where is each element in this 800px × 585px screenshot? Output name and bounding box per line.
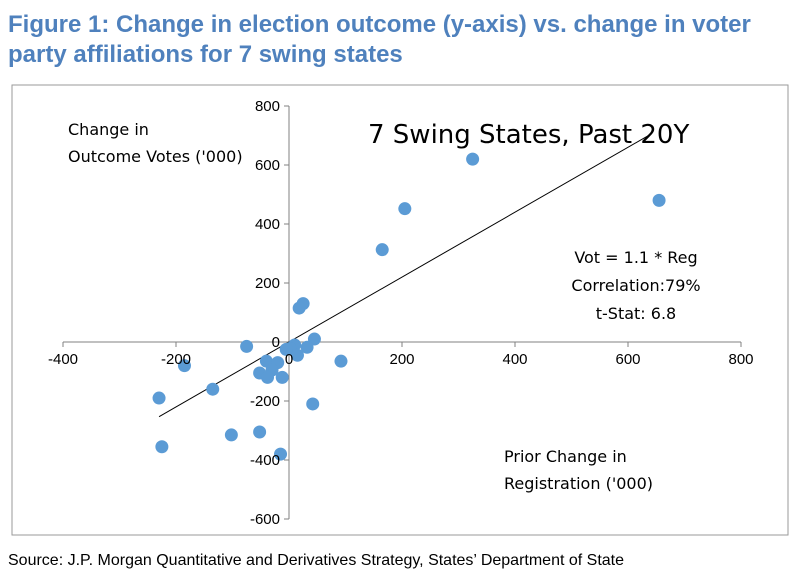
data-point [261,370,275,384]
x-tick-label: 600 [615,351,640,368]
trendline [158,133,651,418]
regression-equation: Vot = 1.1 * Reg [574,248,697,267]
y-tick-label: -400 [250,452,280,469]
y-tick-label: -600 [250,511,280,528]
y-tick-label: 0 [272,334,280,351]
data-point [652,193,666,207]
data-point [177,359,191,373]
x-axis-label-line2: Registration ('000) [504,474,653,493]
y-tick-label: 600 [255,157,280,174]
x-axis-label-line1: Prior Change in [504,447,627,466]
axes [62,105,742,520]
data-point [300,340,314,354]
data-point [155,440,169,454]
y-axis-label-line2: Outcome Votes ('000) [68,147,243,166]
data-point [274,447,288,461]
data-point [334,354,348,368]
data-point [152,391,166,405]
y-tick-label: 200 [255,275,280,292]
data-point [206,382,220,396]
x-tick-label: 200 [389,351,414,368]
data-point [275,370,289,384]
data-point [279,342,293,356]
x-tick-label: 800 [728,351,753,368]
figure-title: Figure 1: Change in election outcome (y-… [8,11,751,68]
x-tick-label: -200 [161,351,191,368]
x-tick-label: -400 [48,351,78,368]
chart-title: 7 Swing States, Past 20Y [368,120,689,150]
tick-labels: -400 -200 0 200 400 600 800 -600 -400 -200 200 400 6… [48,98,754,528]
data-point [306,397,320,411]
correlation-annotation: Correlation:79% [571,276,700,295]
data-points [152,152,666,461]
x-tick-label: 0 [285,351,293,368]
data-point [466,152,480,166]
y-tick-label: 800 [255,98,280,115]
data-point [240,339,254,353]
data-point [398,202,412,216]
x-tick-label: 400 [502,351,527,368]
data-point [292,301,306,315]
y-axis-label-line1: Change in [68,120,149,139]
plot-area-border [11,84,789,536]
data-point [375,243,389,257]
data-point [290,348,304,362]
data-point [224,428,238,442]
y-tick-label: -200 [250,393,280,410]
source-note: Source: J.P. Morgan Quantitative and Der… [8,552,625,569]
y-tick-label: 400 [255,216,280,233]
t-stat-annotation: t-Stat: 6.8 [596,304,676,323]
data-point [253,425,267,439]
